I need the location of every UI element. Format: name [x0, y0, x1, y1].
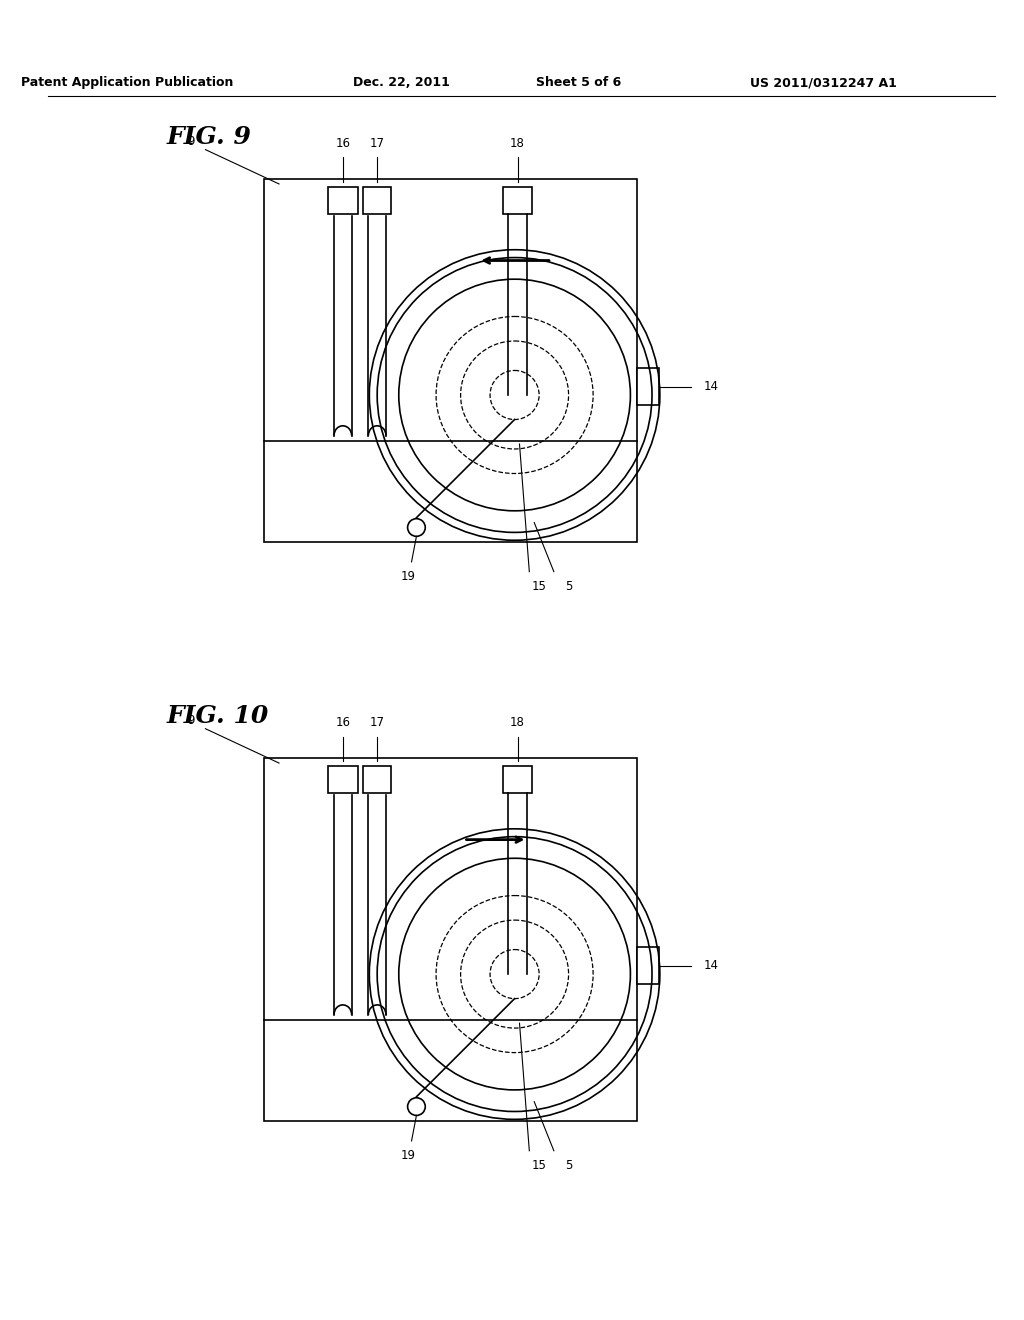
Bar [637, 946, 658, 985]
Text: 18: 18 [510, 137, 525, 150]
Bar [637, 368, 658, 405]
Text: 14: 14 [705, 380, 719, 393]
Bar [328, 187, 357, 214]
Text: 19: 19 [401, 570, 416, 583]
Text: 16: 16 [335, 137, 350, 150]
Text: Dec. 22, 2011: Dec. 22, 2011 [353, 77, 451, 90]
Bar [503, 766, 532, 793]
Text: 9: 9 [187, 714, 195, 727]
Text: 14: 14 [705, 960, 719, 972]
Text: 16: 16 [335, 717, 350, 730]
Bar [264, 758, 637, 1121]
Bar [264, 180, 637, 543]
Text: 18: 18 [510, 717, 525, 730]
Bar [328, 766, 357, 793]
Text: 19: 19 [401, 1150, 416, 1162]
Text: US 2011/0312247 A1: US 2011/0312247 A1 [751, 77, 897, 90]
Text: FIG. 10: FIG. 10 [166, 704, 268, 729]
Text: 15: 15 [531, 579, 547, 593]
Text: 5: 5 [565, 1159, 572, 1172]
Text: 9: 9 [187, 135, 195, 148]
Text: Patent Application Publication: Patent Application Publication [20, 77, 233, 90]
Text: 15: 15 [531, 1159, 547, 1172]
Text: FIG. 9: FIG. 9 [166, 125, 251, 149]
Text: 5: 5 [565, 579, 572, 593]
Text: 17: 17 [370, 717, 385, 730]
Bar [503, 187, 532, 214]
Bar [364, 187, 391, 214]
Text: 17: 17 [370, 137, 385, 150]
Text: Sheet 5 of 6: Sheet 5 of 6 [536, 77, 621, 90]
Bar [364, 766, 391, 793]
